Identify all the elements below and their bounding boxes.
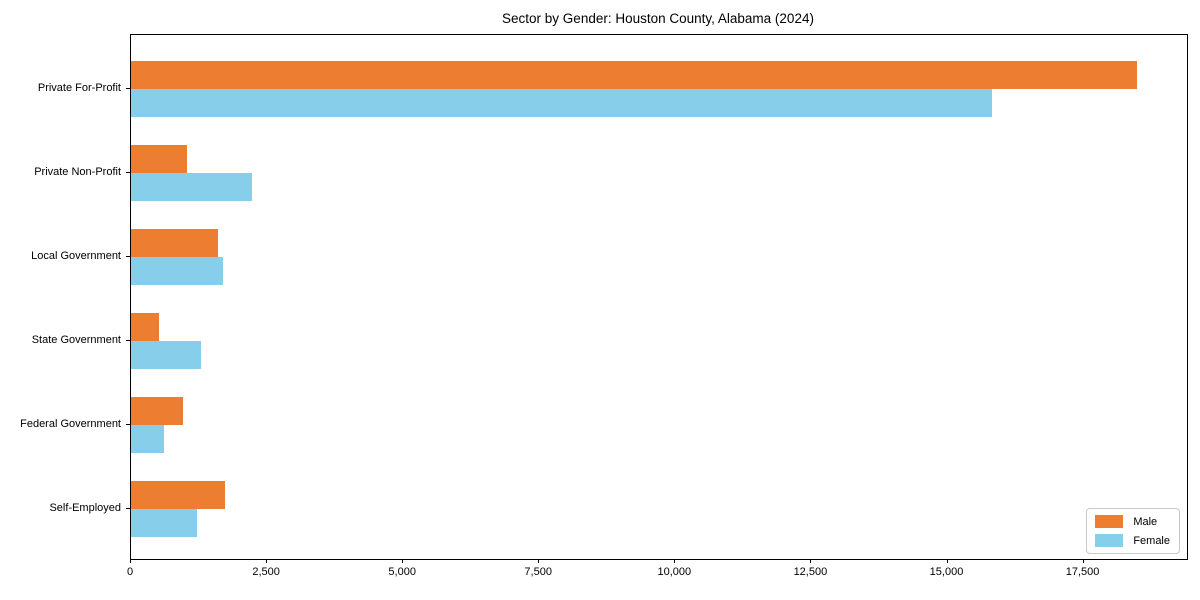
bar-female-3 [131, 257, 223, 285]
bar-male-4 [131, 313, 159, 341]
x-axis-tick [946, 559, 948, 563]
x-axis-tick-label: 5,000 [388, 566, 416, 578]
bar-female-6 [131, 509, 197, 537]
x-axis-tick [130, 559, 131, 563]
bar-female-5 [131, 425, 164, 453]
legend: Male Female [1086, 508, 1180, 554]
x-axis-tick [266, 559, 268, 563]
bar-female-2 [131, 173, 252, 201]
x-axis-tick-label: 12,500 [793, 566, 828, 578]
bar-male-1 [131, 61, 1137, 89]
x-axis-tick [1082, 559, 1084, 563]
y-axis-tick [126, 256, 130, 257]
y-axis-category-label: Local Government [31, 250, 121, 262]
x-axis-tick-label: 15,000 [929, 566, 964, 578]
y-axis-tick [126, 424, 130, 425]
bar-male-3 [131, 229, 218, 257]
legend-label: Female [1133, 534, 1170, 547]
y-axis-category-label: State Government [31, 334, 121, 346]
x-axis-tick [674, 559, 676, 563]
chart-title: Sector by Gender: Houston County, Alabam… [502, 11, 814, 26]
x-axis-tick-label: 17,500 [1065, 566, 1100, 578]
bar-female-1 [131, 89, 993, 117]
x-axis-tick-label: 7,500 [524, 566, 552, 578]
x-axis-tick [538, 559, 540, 563]
legend-swatch-female [1095, 534, 1124, 547]
x-axis-tick-label: 2,500 [252, 566, 280, 578]
bar-male-6 [131, 481, 225, 509]
bar-male-5 [131, 397, 183, 425]
legend-label: Male [1133, 515, 1158, 528]
y-axis-tick [126, 508, 130, 509]
x-axis-tick-label: 10,000 [657, 566, 692, 578]
bar-male-2 [131, 145, 188, 173]
x-axis-tick [810, 559, 812, 563]
legend-swatch-male [1095, 515, 1124, 528]
legend-item-male: Male [1095, 515, 1170, 528]
y-axis-category-label: Federal Government [20, 418, 121, 430]
y-axis-tick [126, 172, 130, 173]
y-axis-category-label: Private Non-Profit [34, 166, 121, 178]
legend-item-female: Female [1095, 534, 1170, 547]
x-axis-tick [402, 559, 404, 563]
x-axis-tick-label: 0 [126, 566, 134, 578]
y-axis-tick [126, 340, 130, 341]
y-axis-category-label: Self-Employed [49, 502, 121, 514]
bar-female-4 [131, 341, 202, 369]
y-axis-tick [126, 88, 130, 89]
y-axis-category-label: Private For-Profit [37, 82, 121, 94]
plot-area: Male Female [130, 34, 1188, 560]
